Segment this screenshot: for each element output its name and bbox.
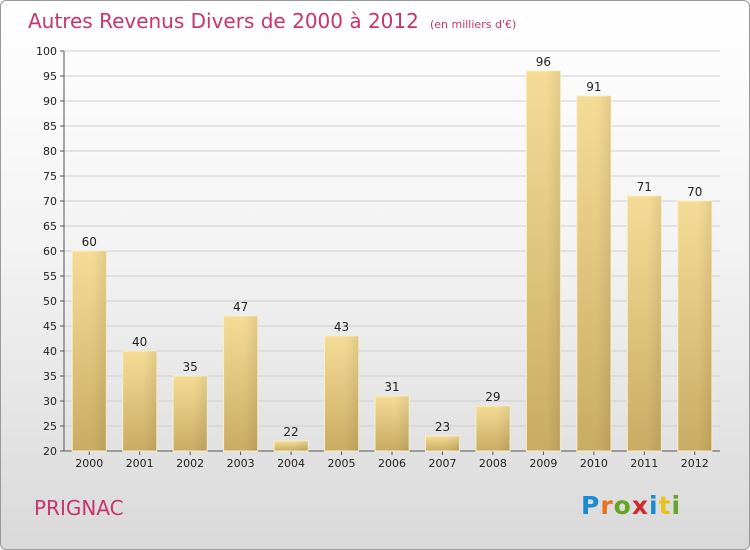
x-tick-label: 2011 <box>630 457 658 470</box>
bar-shade <box>395 396 409 451</box>
x-tick-label: 2003 <box>227 457 255 470</box>
bar-value-label: 22 <box>283 425 298 439</box>
y-tick-label: 70 <box>43 195 57 208</box>
logo-letter: P <box>581 491 601 520</box>
y-tick-label: 90 <box>43 95 57 108</box>
bar-value-label: 96 <box>536 55 551 69</box>
x-tick-label: 2002 <box>176 457 204 470</box>
bar-value-label: 43 <box>334 320 349 334</box>
chart-title-text: Autres Revenus Divers de 2000 à 2012 <box>28 9 419 33</box>
logo-letter: o <box>613 491 632 520</box>
bar-shade <box>546 71 561 451</box>
logo-letter: t <box>658 491 672 520</box>
y-tick-label: 25 <box>43 420 57 433</box>
y-tick-label: 75 <box>43 170 57 183</box>
bar-shade <box>597 96 611 451</box>
y-tick-label: 20 <box>43 445 57 458</box>
y-tick-label: 95 <box>43 70 57 83</box>
y-tick-label: 40 <box>43 345 57 358</box>
y-tick-label: 45 <box>43 320 57 333</box>
logo-letter: i <box>649 491 659 520</box>
x-tick-label: 2005 <box>328 457 356 470</box>
bar-value-label: 40 <box>132 335 147 349</box>
proxiti-logo: Proxiti <box>581 491 681 520</box>
y-tick-label: 55 <box>43 270 57 283</box>
x-tick-label: 2000 <box>75 457 103 470</box>
y-tick-label: 60 <box>43 245 57 258</box>
bar-shade <box>344 336 359 451</box>
bar-shade <box>445 436 460 451</box>
bar-shade <box>92 251 107 451</box>
bar-value-label: 91 <box>586 80 601 94</box>
y-tick-label: 80 <box>43 145 57 158</box>
bar-value-label: 70 <box>687 185 702 199</box>
bar-value-label: 71 <box>637 180 652 194</box>
x-tick-label: 2009 <box>529 457 557 470</box>
y-tick-label: 30 <box>43 395 57 408</box>
x-tick-label: 2007 <box>428 457 456 470</box>
bar-value-label: 35 <box>183 360 198 374</box>
y-tick-label: 85 <box>43 120 57 133</box>
labels: 60 40 35 47 22 43 31 23 29 96 91 71 70 <box>82 55 703 439</box>
bars <box>71 70 713 452</box>
bar-shade <box>647 196 662 451</box>
x-tick-label: 2006 <box>378 457 406 470</box>
bar-value-label: 60 <box>82 235 97 249</box>
bar-shade <box>294 441 309 451</box>
chart-subtitle: (en milliers d'€) <box>429 18 517 31</box>
y-tick-label: 50 <box>43 295 57 308</box>
bar-value-label: 47 <box>233 300 248 314</box>
logo-letter: r <box>600 491 614 520</box>
x-tick-label: 2008 <box>479 457 507 470</box>
bar-value-label: 23 <box>435 420 450 434</box>
bar-shade <box>698 201 712 451</box>
bar-shade <box>193 376 208 451</box>
chart-title: Autres Revenus Divers de 2000 à 2012 (en… <box>28 9 516 33</box>
logo-letter: x <box>631 491 649 520</box>
logo-letter: i <box>671 491 682 520</box>
location-name: PRIGNAC <box>34 496 124 520</box>
bar-shade <box>143 351 157 451</box>
bar-shade <box>496 406 510 451</box>
x-tick-label: 2012 <box>681 457 709 470</box>
bar-value-label: 29 <box>485 390 500 404</box>
y-tick-label: 35 <box>43 370 57 383</box>
y-tick-label: 65 <box>43 220 57 233</box>
bar-shade <box>244 316 258 451</box>
bar-value-label: 31 <box>384 380 399 394</box>
y-tick-label: 100 <box>36 45 57 58</box>
x-tick-label: 2004 <box>277 457 305 470</box>
x-tick-label: 2010 <box>580 457 608 470</box>
x-tick-label: 2001 <box>126 457 154 470</box>
